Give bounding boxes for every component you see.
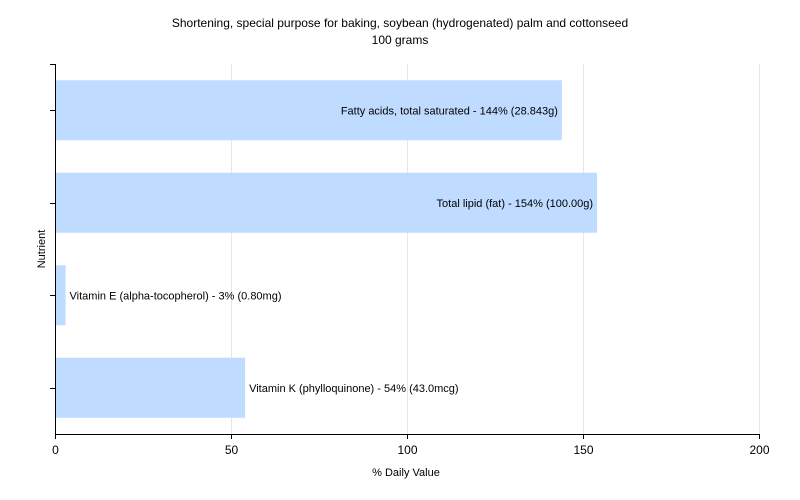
- x-tick-label: 200: [749, 443, 769, 457]
- x-tick-label: 50: [225, 443, 239, 457]
- bar: [55, 80, 562, 141]
- x-tick-label: 0: [52, 443, 59, 457]
- bar-data-label: Vitamin E (alpha-tocopherol) - 3% (0.80m…: [70, 290, 282, 302]
- bar-data-label: Fatty acids, total saturated - 144% (28.…: [341, 105, 558, 117]
- bar-data-label: Vitamin K (phylloquinone) - 54% (43.0mcg…: [249, 383, 459, 395]
- bar: [55, 357, 246, 418]
- x-axis-label: % Daily Value: [372, 467, 440, 479]
- bar-data-label: Total lipid (fat) - 154% (100.00g): [437, 198, 594, 210]
- bar: [55, 172, 598, 233]
- x-tick-label: 100: [397, 443, 417, 457]
- x-tick-label: 150: [573, 443, 593, 457]
- bar: [55, 265, 66, 326]
- bars: Fatty acids, total saturated - 144% (28.…: [55, 80, 598, 418]
- axes: 0 50 100 150 200: [50, 64, 770, 457]
- chart-title: Shortening, special purpose for baking, …: [172, 16, 628, 30]
- y-axis-label: Nutrient: [36, 230, 48, 269]
- chart-subtitle: 100 grams: [372, 33, 429, 47]
